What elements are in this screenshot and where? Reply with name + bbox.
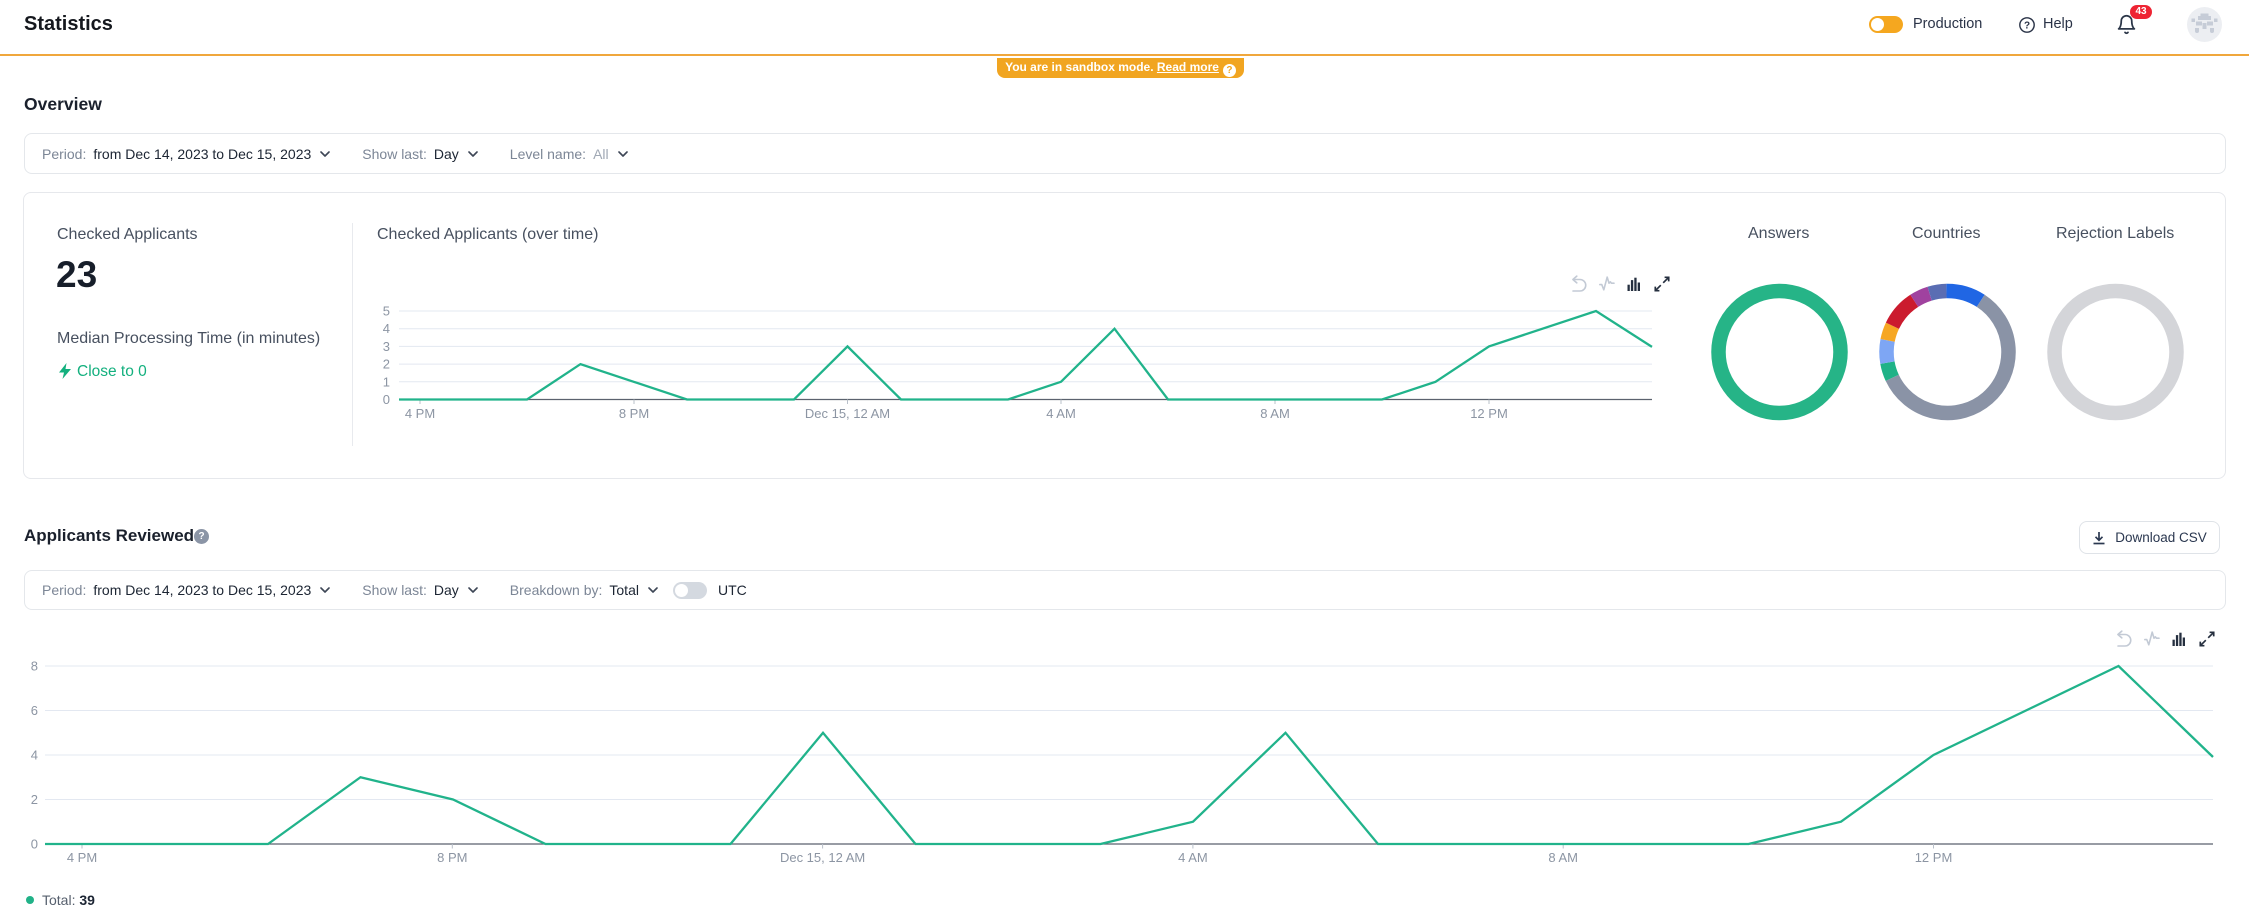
svg-text:5: 5 — [383, 304, 390, 319]
svg-text:6: 6 — [31, 703, 38, 718]
svg-text:2: 2 — [383, 357, 390, 372]
svg-text:0: 0 — [383, 392, 390, 407]
svg-text:8 AM: 8 AM — [1260, 406, 1290, 421]
svg-text:4: 4 — [383, 321, 390, 336]
svg-text:8: 8 — [31, 659, 38, 674]
svg-text:2: 2 — [31, 792, 38, 807]
svg-text:4 AM: 4 AM — [1178, 850, 1208, 865]
svg-text:Dec 15, 12 AM: Dec 15, 12 AM — [805, 406, 890, 421]
svg-text:3: 3 — [383, 339, 390, 354]
svg-text:8 PM: 8 PM — [437, 850, 467, 865]
svg-text:4: 4 — [31, 748, 38, 763]
svg-text:1: 1 — [383, 374, 390, 389]
svg-text:Dec 15, 12 AM: Dec 15, 12 AM — [780, 850, 865, 865]
svg-text:0: 0 — [31, 837, 38, 852]
svg-text:12 PM: 12 PM — [1470, 406, 1508, 421]
svg-text:?: ? — [2024, 21, 2030, 32]
svg-text:8 AM: 8 AM — [1548, 850, 1578, 865]
svg-text:4 AM: 4 AM — [1046, 406, 1076, 421]
svg-text:4 PM: 4 PM — [67, 850, 97, 865]
svg-text:4 PM: 4 PM — [405, 406, 435, 421]
svg-text:12 PM: 12 PM — [1915, 850, 1953, 865]
svg-text:8 PM: 8 PM — [619, 406, 649, 421]
